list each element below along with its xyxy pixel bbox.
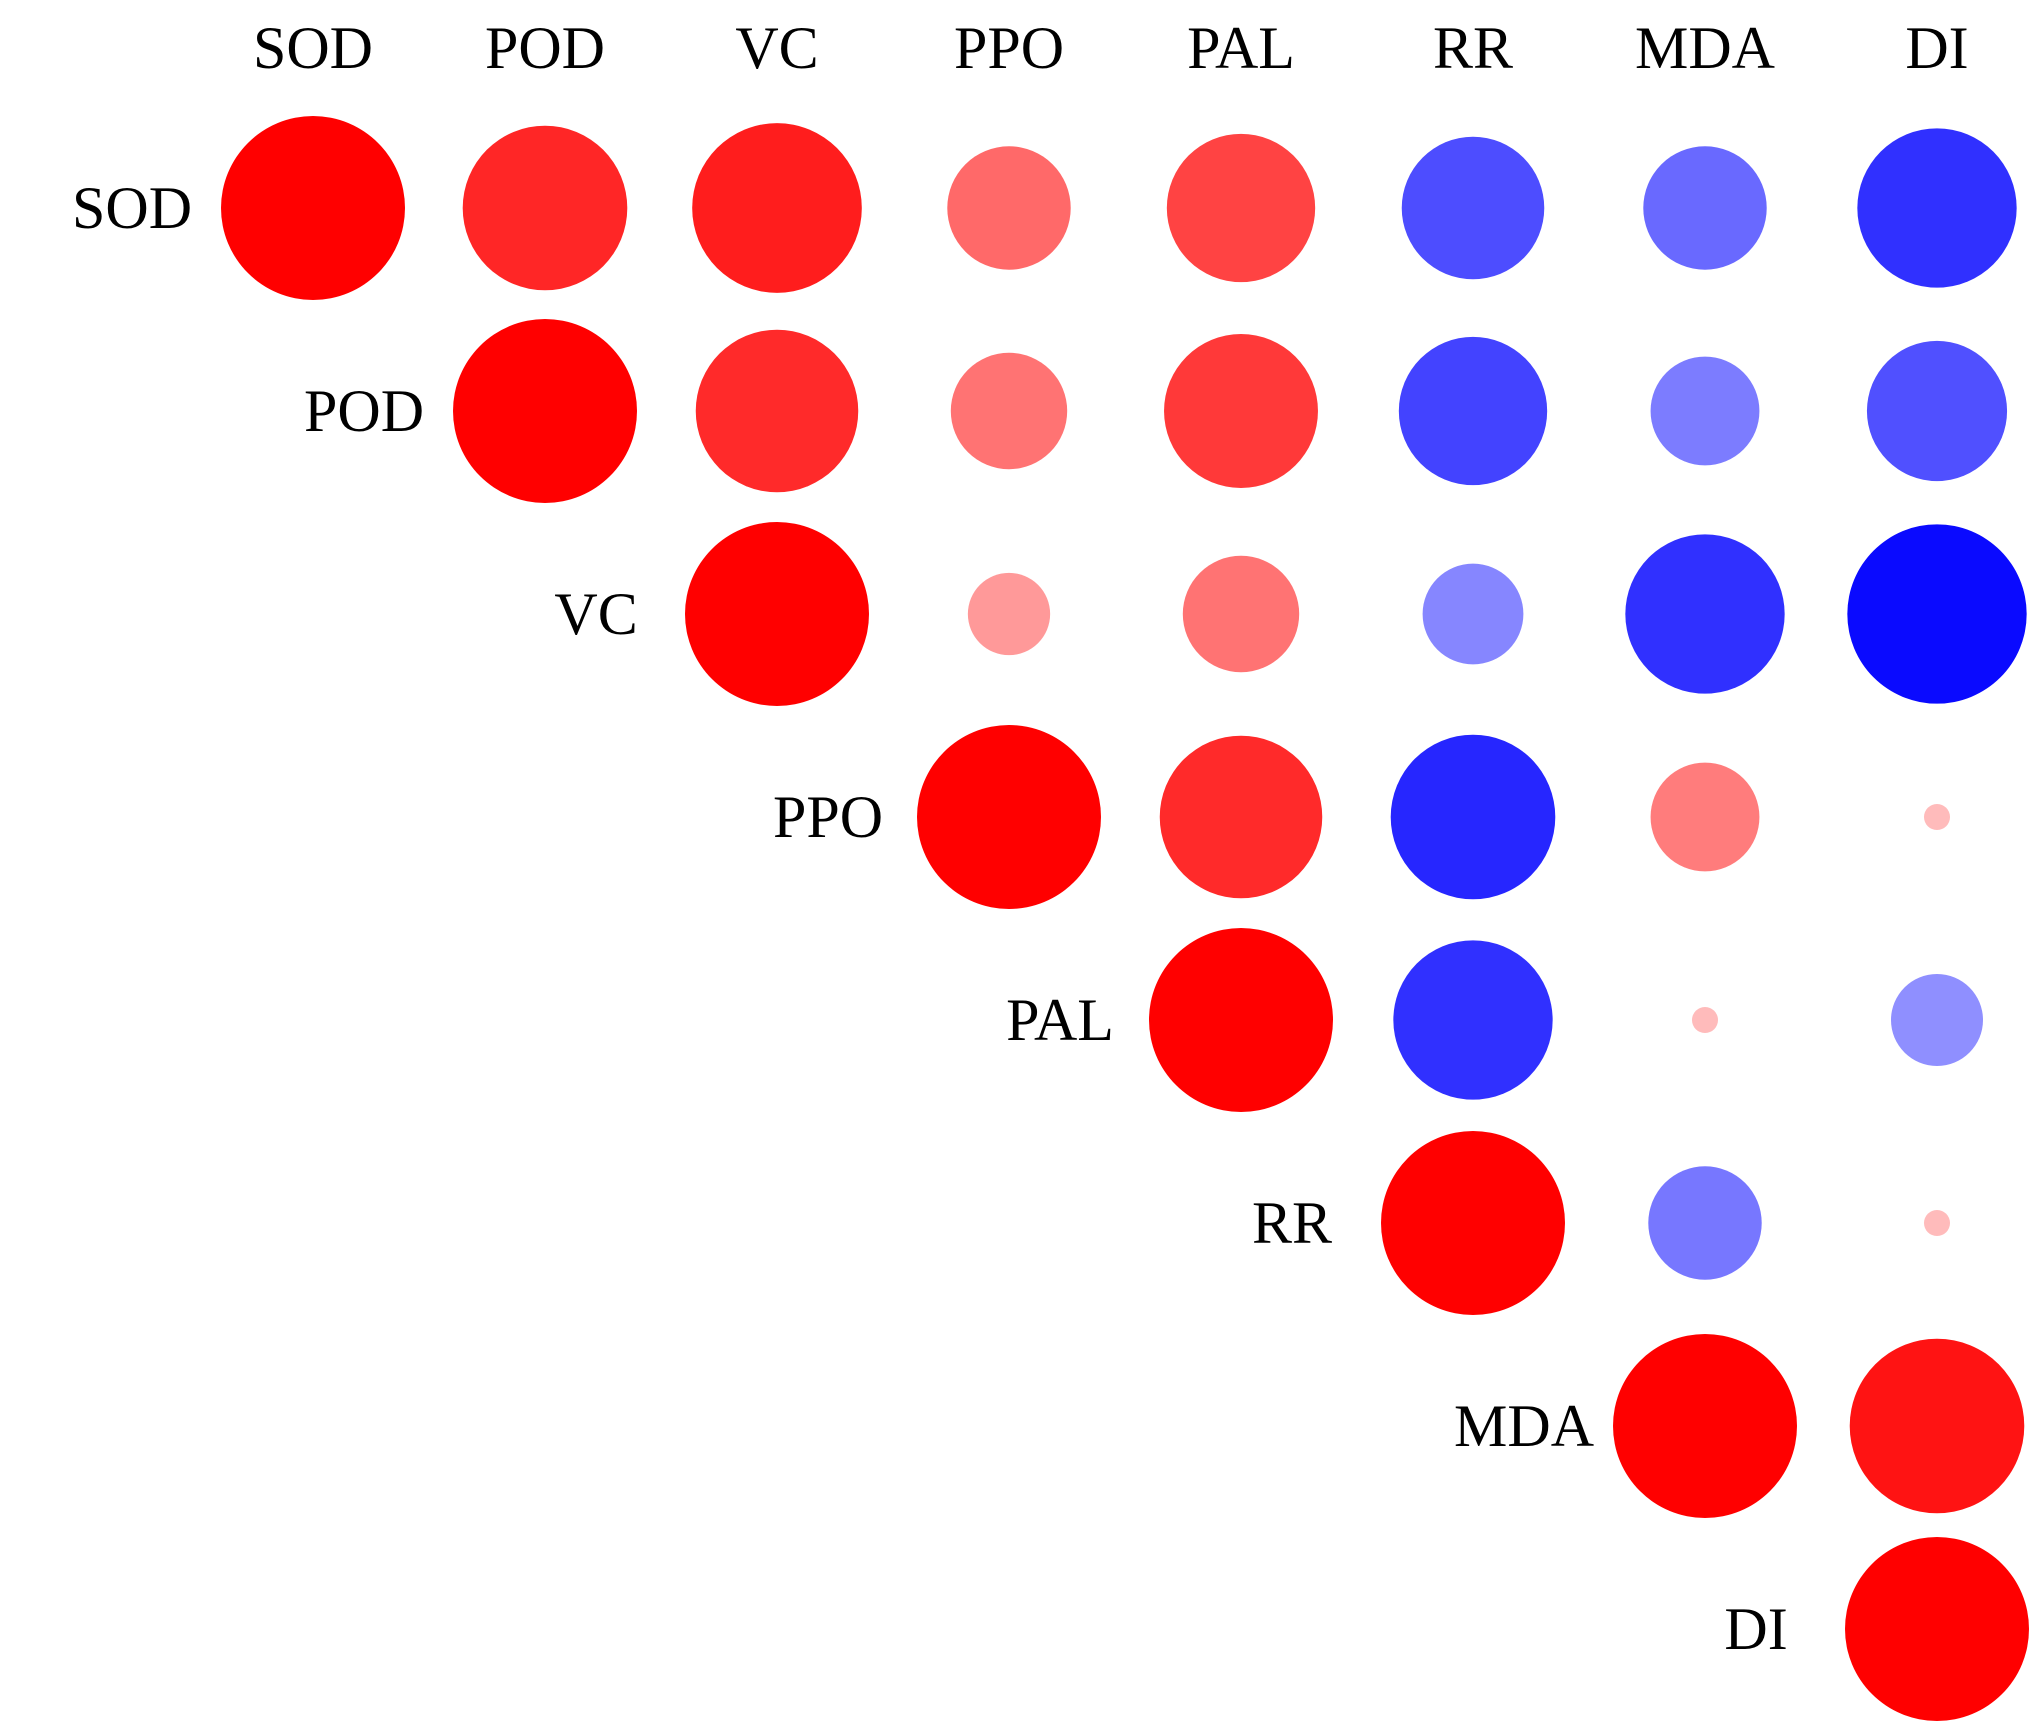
row-label-pod: POD — [304, 378, 424, 444]
top-label-mda: MDA — [1635, 15, 1775, 81]
corr-circle-sod-mda — [1643, 146, 1767, 270]
corr-circle-sod-pal — [1166, 133, 1316, 283]
corr-circle-di-di — [1845, 1537, 2029, 1721]
corr-circle-pod-rr — [1398, 336, 1548, 486]
row-label-sod: SOD — [72, 175, 192, 241]
corr-circle-pal-rr — [1393, 940, 1553, 1100]
corr-circle-pod-ppo — [950, 352, 1068, 470]
corr-circle-sod-sod — [221, 116, 405, 300]
corr-circle-rr-mda — [1648, 1166, 1762, 1280]
corr-circle-ppo-rr — [1390, 734, 1556, 900]
corr-circle-mda-di — [1849, 1338, 2025, 1514]
corr-circle-pod-pod — [453, 319, 637, 503]
corr-circle-sod-rr — [1401, 136, 1545, 280]
top-label-pal: PAL — [1187, 15, 1295, 81]
corr-circle-pod-mda — [1650, 356, 1760, 466]
top-label-rr: RR — [1433, 15, 1513, 81]
corr-circle-pal-mda — [1691, 1006, 1719, 1034]
corr-circle-vc-ppo — [967, 572, 1051, 656]
corr-circle-sod-vc — [692, 123, 862, 293]
corr-circle-ppo-pal — [1159, 735, 1323, 899]
corr-circle-ppo-ppo — [917, 725, 1101, 909]
corr-circle-pod-vc — [695, 329, 859, 493]
top-label-pod: POD — [485, 15, 605, 81]
row-label-vc: VC — [554, 581, 637, 647]
corr-circle-pod-di — [1866, 340, 2008, 482]
corr-circle-mda-mda — [1613, 1334, 1797, 1518]
row-label-mda: MDA — [1454, 1393, 1594, 1459]
correlation-circles — [221, 116, 2029, 1721]
corr-circle-pal-pal — [1149, 928, 1333, 1112]
corr-circle-vc-pal — [1182, 555, 1300, 673]
corr-circle-ppo-di — [1923, 803, 1951, 831]
corr-circle-vc-mda — [1625, 534, 1785, 694]
corr-circle-vc-di — [1847, 524, 2027, 704]
row-label-ppo: PPO — [773, 784, 883, 850]
corr-circle-pal-di — [1891, 974, 1983, 1066]
row-label-di: DI — [1724, 1596, 1787, 1662]
corr-circle-rr-di — [1923, 1209, 1951, 1237]
row-label-pal: PAL — [1006, 987, 1114, 1053]
corr-circle-sod-ppo — [947, 146, 1071, 270]
top-label-vc: VC — [735, 15, 818, 81]
corr-circle-sod-di — [1857, 128, 2017, 288]
corr-circle-pod-pal — [1164, 334, 1318, 488]
diagonal-labels: SOD POD VC PPO PAL RR MDA DI — [72, 175, 1788, 1662]
top-label-di: DI — [1905, 15, 1968, 81]
row-label-rr: RR — [1252, 1190, 1332, 1256]
corr-circle-rr-rr — [1381, 1131, 1565, 1315]
corr-circle-ppo-mda — [1650, 762, 1760, 872]
top-label-sod: SOD — [253, 15, 373, 81]
top-label-ppo: PPO — [954, 15, 1064, 81]
corr-circle-vc-rr — [1422, 563, 1524, 665]
corr-circle-sod-pod — [462, 125, 628, 291]
corr-circle-vc-vc — [685, 522, 869, 706]
top-axis-labels: SOD POD VC PPO PAL RR MDA DI — [253, 15, 1969, 81]
